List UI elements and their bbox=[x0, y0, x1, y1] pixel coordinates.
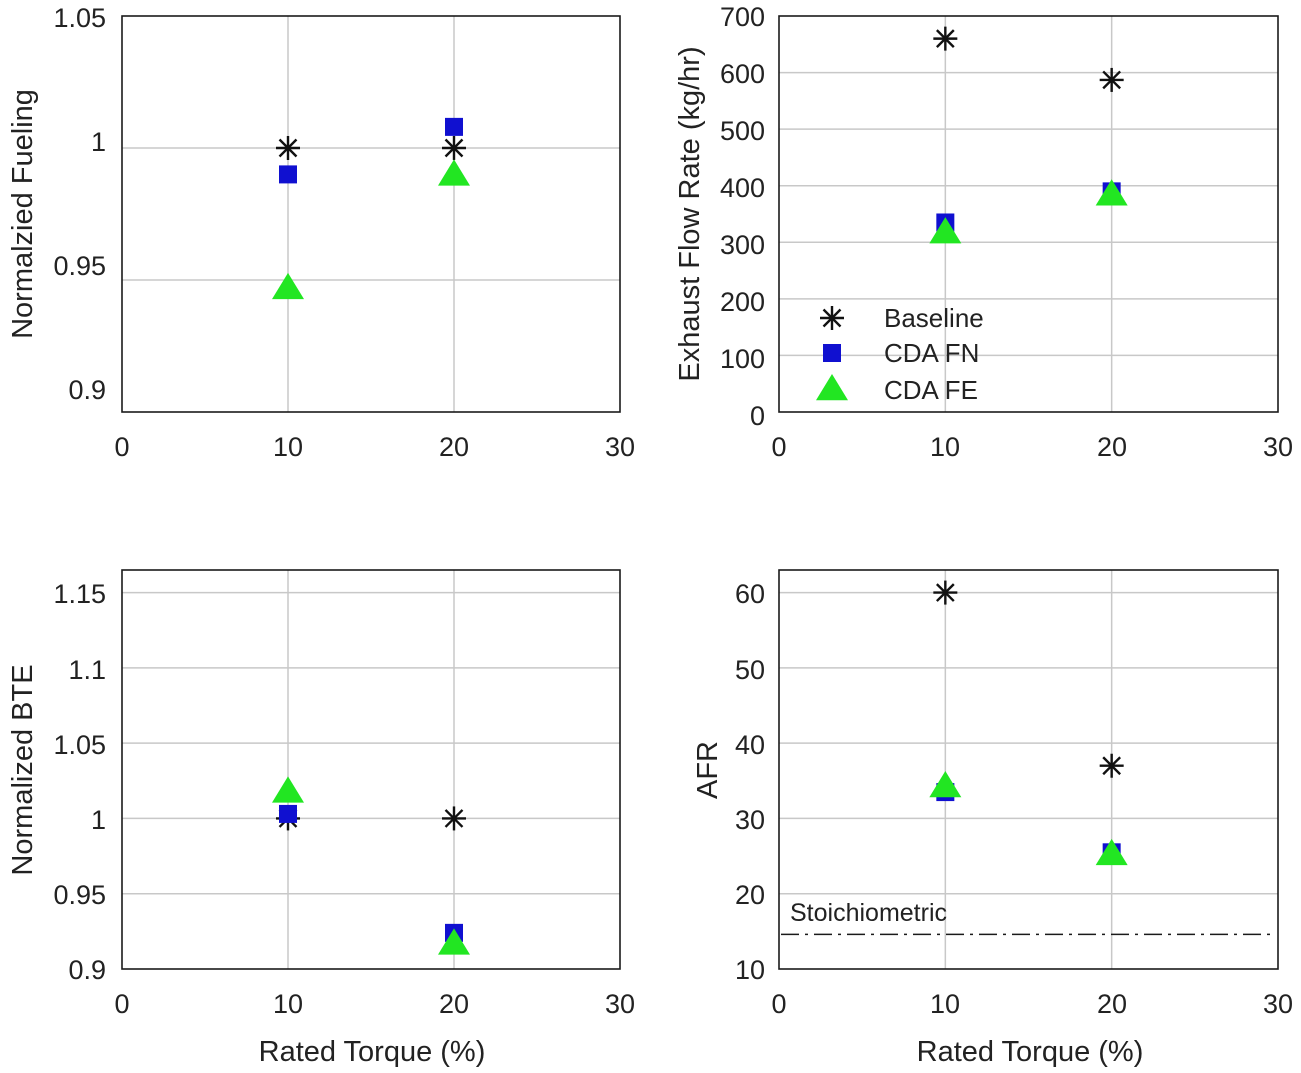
xtick-afr-2: 20 bbox=[1097, 989, 1127, 1019]
ytick-exhaust-flow-0: 0 bbox=[750, 401, 765, 431]
point-afr-baseline-1 bbox=[1099, 753, 1124, 778]
point-afr-cda-fe-1 bbox=[1095, 838, 1128, 866]
ylabel-fueling: Normalzied Fueling bbox=[7, 89, 39, 339]
ytick-exhaust-flow-7: 700 bbox=[720, 2, 765, 32]
point-fueling-baseline-0 bbox=[276, 136, 300, 160]
ytick-bte-4: 1.1 bbox=[68, 655, 106, 685]
panel-afr: 10 20 30 40 50 60 0 10 20 30 AFR Rated T… bbox=[692, 569, 1293, 1068]
point-bte-cda-fe-1 bbox=[438, 928, 470, 955]
point-exhaust-flow-cda-fe-0 bbox=[929, 217, 962, 244]
xtick-bte-2: 20 bbox=[439, 989, 469, 1019]
point-bte-baseline-1 bbox=[442, 806, 466, 831]
ytick-afr-3: 40 bbox=[735, 730, 765, 760]
ytick-bte-2: 1 bbox=[91, 805, 106, 835]
xtick-bte-0: 0 bbox=[114, 989, 129, 1019]
ytick-exhaust-flow-2: 200 bbox=[720, 287, 765, 317]
ytick-exhaust-flow-3: 300 bbox=[720, 230, 765, 260]
xtick-exhaust-flow-2: 20 bbox=[1097, 432, 1127, 462]
grid-exhaust-flow bbox=[779, 16, 1278, 412]
xtick-exhaust-flow-0: 0 bbox=[771, 432, 786, 462]
ytick-exhaust-flow-6: 600 bbox=[720, 59, 765, 89]
xlabel-bte: Rated Torque (%) bbox=[259, 1036, 486, 1068]
point-bte-cda-fn-0 bbox=[279, 804, 297, 823]
ytick-afr-0: 10 bbox=[735, 955, 765, 985]
ytick-bte-1: 0.95 bbox=[53, 880, 106, 910]
ytick-exhaust-flow-4: 400 bbox=[720, 173, 765, 203]
marks-afr bbox=[929, 580, 1128, 866]
ytick-bte-0: 0.9 bbox=[68, 955, 106, 985]
ytick-afr-1: 20 bbox=[735, 880, 765, 910]
legend-marker-baseline bbox=[820, 306, 844, 330]
xtick-bte-1: 10 bbox=[273, 989, 303, 1019]
ytick-fueling-3: 1.05 bbox=[53, 3, 106, 33]
panel-fueling: 0.9 0.95 1 1.05 0 10 20 30 Normalzied Fu… bbox=[7, 3, 635, 462]
xtick-exhaust-flow-1: 10 bbox=[930, 432, 960, 462]
legend-symbol-cda-fe bbox=[816, 374, 848, 401]
ylabel-exhaust-flow: Exhaust Flow Rate (kg/hr) bbox=[674, 46, 706, 381]
point-fueling-baseline-1 bbox=[442, 136, 466, 160]
xtick-fueling-0: 0 bbox=[114, 432, 129, 462]
point-bte-cda-fe-0 bbox=[272, 776, 304, 803]
xtick-afr-0: 0 bbox=[771, 989, 786, 1019]
point-afr-cda-fe-0 bbox=[929, 771, 962, 798]
marks-fueling bbox=[272, 117, 470, 300]
point-fueling-cda-fn-0 bbox=[279, 165, 297, 184]
ytick-fueling-0: 0.9 bbox=[68, 375, 106, 405]
panel-bte: 0.9 0.95 1 1.05 1.1 1.15 0 10 20 30 Norm… bbox=[7, 569, 635, 1068]
xtick-fueling-3: 30 bbox=[605, 432, 635, 462]
legend-label-cda-fe: CDA FE bbox=[884, 375, 978, 405]
point-afr-baseline-0 bbox=[933, 580, 958, 605]
panel-exhaust-flow: 0 100 200 300 400 500 600 700 0 10 20 30… bbox=[674, 2, 1293, 462]
point-exhaust-flow-baseline-1 bbox=[1099, 67, 1124, 92]
stoichiometric-label: Stoichiometric bbox=[790, 899, 947, 927]
ytick-bte-5: 1.15 bbox=[53, 579, 106, 609]
axes-box-fueling bbox=[121, 15, 621, 413]
point-exhaust-flow-baseline-0 bbox=[933, 26, 958, 51]
ytick-exhaust-flow-1: 100 bbox=[720, 344, 765, 374]
xtick-exhaust-flow-3: 30 bbox=[1263, 432, 1293, 462]
legend-marker-cda-fn bbox=[823, 344, 841, 362]
point-fueling-cda-fe-1 bbox=[438, 159, 470, 186]
legend-label-baseline: Baseline bbox=[884, 303, 984, 333]
legend-symbol-baseline bbox=[820, 306, 844, 330]
axes-box-bte bbox=[121, 569, 621, 970]
xtick-afr-1: 10 bbox=[930, 989, 960, 1019]
axes-box-exhaust-flow bbox=[778, 15, 1279, 413]
legend: Baseline CDA FN CDA FE bbox=[816, 303, 984, 405]
ytick-afr-4: 50 bbox=[735, 655, 765, 685]
ytick-afr-2: 30 bbox=[735, 805, 765, 835]
point-fueling-cda-fe-0 bbox=[272, 272, 304, 300]
xtick-bte-3: 30 bbox=[605, 989, 635, 1019]
legend-marker-cda-fe bbox=[816, 374, 848, 401]
grid-bte bbox=[122, 570, 620, 969]
legend-symbol-cda-fn bbox=[823, 344, 841, 362]
xtick-fueling-2: 20 bbox=[439, 432, 469, 462]
xtick-fueling-1: 10 bbox=[273, 432, 303, 462]
axes-box-afr bbox=[778, 569, 1279, 970]
grid-fueling bbox=[122, 16, 620, 412]
ytick-fueling-2: 1 bbox=[91, 127, 106, 157]
ytick-fueling-1: 0.95 bbox=[53, 251, 106, 281]
legend-label-cda-fn: CDA FN bbox=[884, 338, 979, 368]
ylabel-bte: Normalized BTE bbox=[7, 664, 39, 875]
ytick-exhaust-flow-5: 500 bbox=[720, 116, 765, 146]
ytick-bte-3: 1.05 bbox=[53, 730, 106, 760]
point-exhaust-flow-cda-fe-1 bbox=[1095, 179, 1128, 206]
marks-bte bbox=[272, 776, 470, 955]
ylabel-afr: AFR bbox=[692, 741, 724, 799]
marks-exhaust-flow bbox=[929, 26, 1128, 244]
point-fueling-cda-fn-1 bbox=[445, 117, 463, 136]
ytick-afr-5: 60 bbox=[735, 579, 765, 609]
xtick-afr-3: 30 bbox=[1263, 989, 1293, 1019]
xlabel-afr: Rated Torque (%) bbox=[917, 1036, 1144, 1068]
